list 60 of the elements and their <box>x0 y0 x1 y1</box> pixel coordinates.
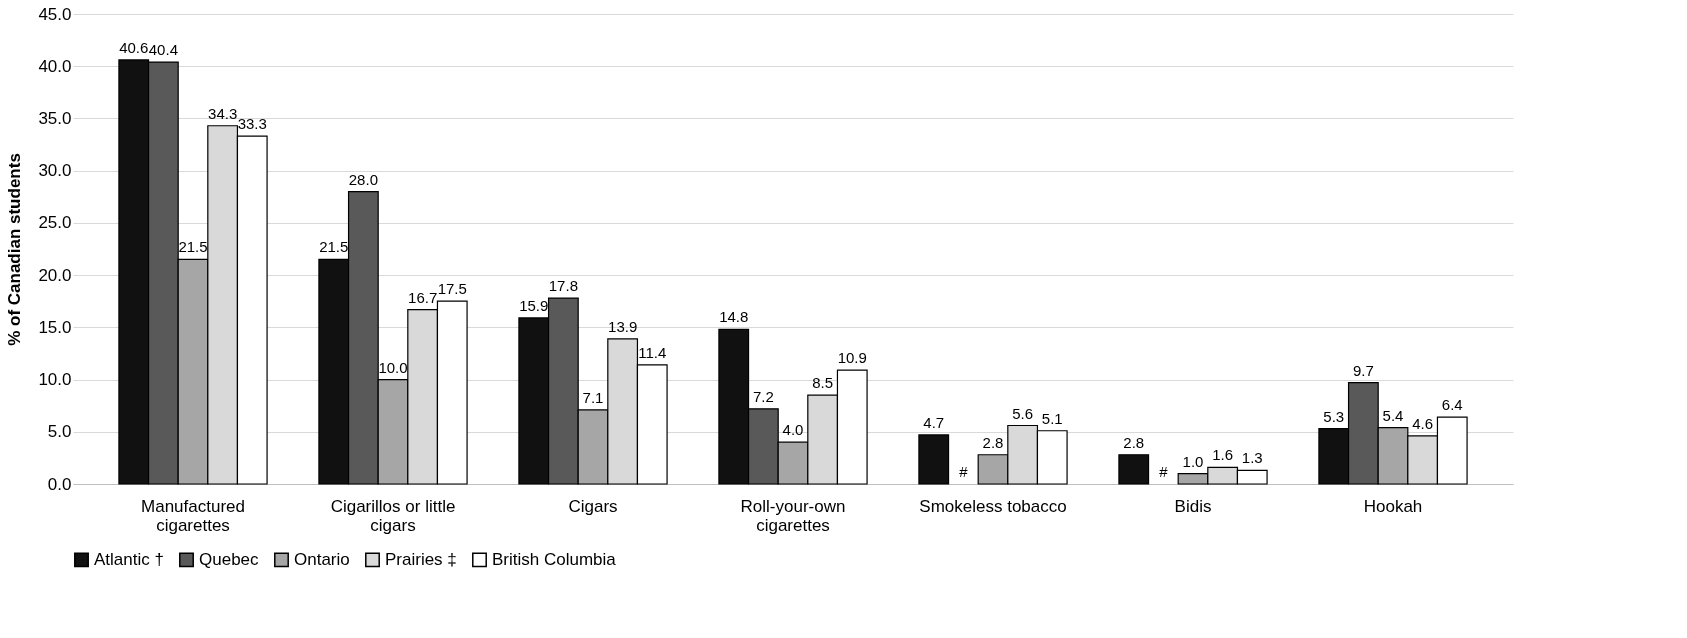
data-label: 1.3 <box>1241 449 1263 467</box>
data-label: 5.3 <box>1323 407 1345 425</box>
data-label: 2.8 <box>982 433 1004 451</box>
y-tick-label: 0.0 <box>47 474 72 494</box>
data-label: 21.5 <box>319 238 349 256</box>
x-tick-label: Hookah <box>1363 496 1423 516</box>
data-label: 33.3 <box>237 115 267 133</box>
legend-label: Prairies ‡ <box>385 549 457 569</box>
data-label: 7.1 <box>582 388 604 406</box>
data-label: 5.1 <box>1041 409 1063 427</box>
data-label: 1.6 <box>1212 446 1234 464</box>
data-label: 15.9 <box>519 296 549 314</box>
data-label: 5.4 <box>1382 406 1404 424</box>
data-label: 6.4 <box>1441 396 1463 414</box>
data-label: 4.6 <box>1412 414 1434 432</box>
data-label: 4.7 <box>923 413 945 431</box>
x-tick-label: Roll-your-own cigarettes <box>740 496 846 535</box>
y-tick-label: 10.0 <box>38 370 72 390</box>
text: # <box>959 463 968 480</box>
data-label: 34.3 <box>208 104 238 122</box>
legend-label: British Columbia <box>492 549 617 569</box>
legend-label: Ontario <box>294 549 350 569</box>
y-tick-label: 35.0 <box>38 108 72 128</box>
bar <box>918 434 950 485</box>
x-tick-label: Cigarillos or little cigars <box>330 496 456 535</box>
x-tick-label: Smokeless tobacco <box>919 496 1067 516</box>
x-tick-label: Cigars <box>568 496 618 516</box>
data-label: 28.0 <box>348 170 378 188</box>
data-label: 14.8 <box>719 308 749 326</box>
data-label: 7.2 <box>752 387 774 405</box>
data-label: 9.7 <box>1352 361 1374 379</box>
data-label: 40.4 <box>148 41 178 59</box>
y-axis-title: % of Canadian students <box>5 153 25 346</box>
y-tick-label: 25.0 <box>38 213 72 233</box>
y-tick-label: 5.0 <box>47 422 72 442</box>
data-label: 16.7 <box>408 288 438 306</box>
data-label: 13.9 <box>608 317 638 335</box>
data-label: 4.0 <box>782 421 804 439</box>
data-label: 10.9 <box>837 349 867 367</box>
data-label: 1.0 <box>1182 452 1204 470</box>
data-label: 40.6 <box>119 38 149 56</box>
data-label: 10.0 <box>378 358 408 376</box>
y-tick-label: 40.0 <box>38 56 72 76</box>
data-label: 8.5 <box>812 374 834 392</box>
data-label: 21.5 <box>178 238 208 256</box>
data-label: 5.6 <box>1012 404 1034 422</box>
y-tick-label: 30.0 <box>38 161 72 181</box>
text: # <box>1159 463 1168 480</box>
x-tick-label: Bidis <box>1174 496 1212 516</box>
legend-label: Quebec <box>199 549 260 569</box>
y-tick-label: 15.0 <box>38 317 72 337</box>
data-label: 17.5 <box>437 280 467 298</box>
data-label: 11.4 <box>638 343 667 361</box>
data-label: 2.8 <box>1123 433 1145 451</box>
y-tick-label: 20.0 <box>38 265 72 285</box>
bar <box>1118 454 1150 485</box>
x-tick-label: Manufactured cigarettes <box>141 496 245 535</box>
legend-label: Atlantic † <box>94 549 164 569</box>
data-label: 17.8 <box>548 277 578 295</box>
y-tick-label: 45.0 <box>38 4 72 24</box>
